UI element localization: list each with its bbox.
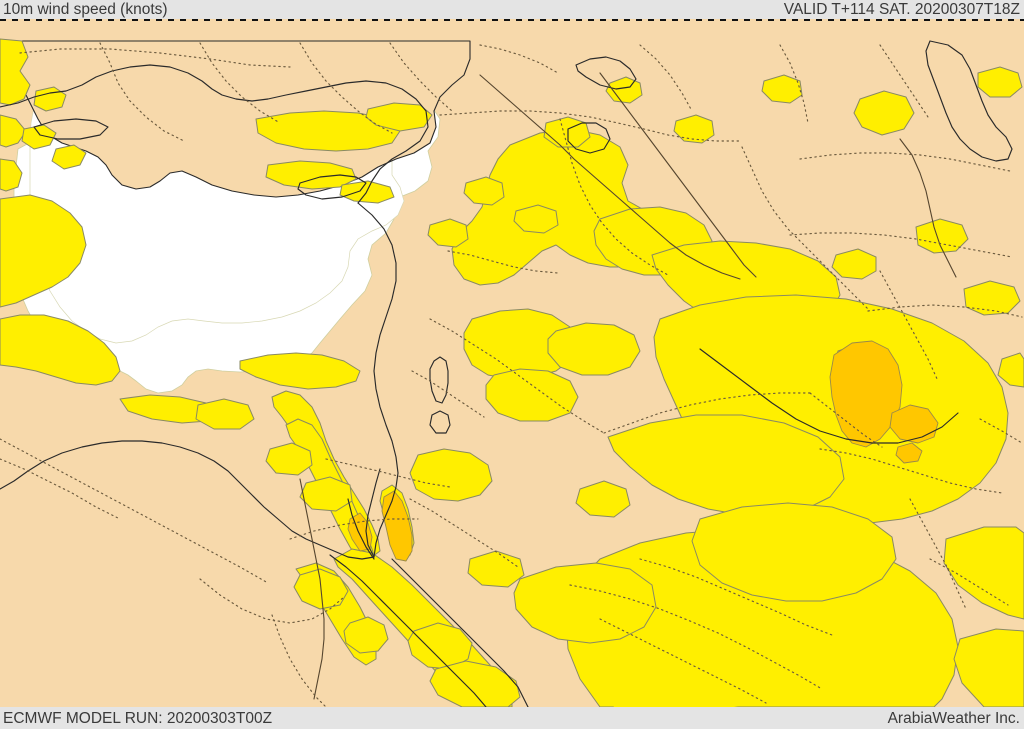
footer-bar: ECMWF MODEL RUN: 20200303T00Z ArabiaWeat… (0, 707, 1024, 729)
political-borders-layer (0, 42, 1023, 707)
map-viewport[interactable] (0, 19, 1024, 707)
attribution-label: ArabiaWeather Inc. (887, 710, 1020, 727)
yellow-wind-contour-layer (0, 38, 1024, 707)
model-run-label: ECMWF MODEL RUN: 20200303T00Z (3, 710, 273, 727)
coastlines-layer (0, 40, 1013, 707)
wind-speed-map[interactable] (0, 19, 1024, 707)
valid-time-label: VALID T+114 SAT. 20200307T18Z (783, 1, 1020, 18)
header-bar: 10m wind speed (knots) VALID T+114 SAT. … (0, 0, 1024, 19)
strong-wind-contour-layer (347, 340, 939, 562)
rivers-layer (299, 72, 957, 700)
page-title: 10m wind speed (knots) (3, 1, 168, 18)
